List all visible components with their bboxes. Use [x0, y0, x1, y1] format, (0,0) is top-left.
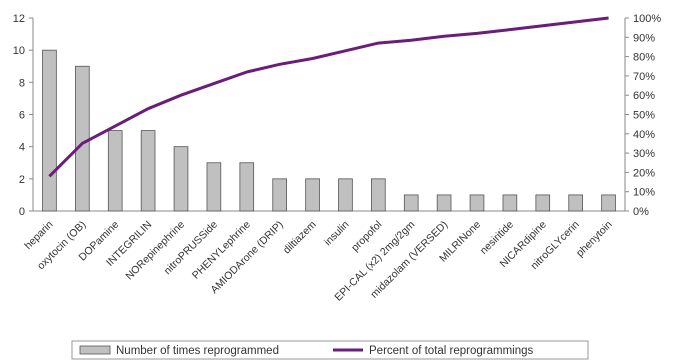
- bar-integrilin: [140, 130, 156, 212]
- category-label: NORepinephrine: [123, 219, 187, 283]
- right-tick-label: 100%: [633, 13, 661, 25]
- right-tick-label: 0%: [633, 206, 649, 218]
- left-tick-label: 8: [19, 77, 25, 89]
- left-tick-label: 12: [13, 13, 25, 25]
- bar-midazolam-versed: [436, 194, 452, 212]
- right-tick-label: 70%: [633, 71, 655, 83]
- bar-diltiazem: [305, 178, 320, 212]
- bar-nitroprusside: [206, 162, 222, 212]
- bar-heparin: [42, 49, 57, 212]
- bar-nitroglycerin: [568, 194, 583, 212]
- right-tick-label: 50%: [633, 110, 655, 122]
- left-tick-label: 0: [19, 206, 25, 218]
- category-label: insulin: [322, 219, 352, 249]
- left-tick-label: 10: [13, 45, 25, 57]
- line-series: [48, 16, 609, 178]
- category-label: phenytoin: [574, 219, 615, 260]
- left-tick-label: 6: [19, 110, 25, 122]
- right-tick-label: 20%: [633, 167, 655, 179]
- right-tick-label: 30%: [633, 148, 655, 160]
- category-label: PHENYLephrine: [190, 219, 253, 282]
- legend: Number of times reprogrammed Percent of …: [71, 340, 589, 360]
- right-tick-label: 10%: [633, 187, 655, 199]
- bar-insulin: [338, 178, 353, 212]
- bar-nicardipine: [535, 194, 551, 212]
- right-tick-label: 40%: [633, 129, 655, 141]
- left-tick-label: 2: [19, 174, 25, 186]
- legend-bar-swatch: [79, 345, 111, 355]
- left-axis: 0 2 4 6 8 10 12: [13, 13, 625, 218]
- bar-amiodarone-drip: [272, 178, 287, 212]
- legend-bar-label: Number of times reprogrammed: [116, 345, 279, 357]
- bar-propofol: [371, 178, 386, 212]
- bar-oxytocin-ob: [75, 65, 90, 212]
- bar-milrinone: [469, 194, 485, 212]
- bar-phenylephrine: [239, 162, 255, 212]
- bar-dopamine: [107, 130, 123, 212]
- left-tick-label: 4: [19, 142, 25, 154]
- right-tick-label: 90%: [633, 32, 655, 44]
- bar-phenytoin: [601, 194, 616, 212]
- cumulative-percent-line: [48, 16, 609, 178]
- bar-series: [42, 49, 616, 212]
- bar-nesiritide: [502, 194, 518, 212]
- right-tick-label: 80%: [633, 52, 655, 64]
- bar-epi-cal-x2-2mg-2gm: [403, 194, 419, 212]
- right-axis: 0% 10% 20% 30% 40% 50% 60% 70% 80% 90% 100%: [624, 13, 661, 218]
- category-label: diltiazem: [281, 218, 319, 256]
- bar-norepinephrine: [173, 146, 189, 212]
- legend-line-label: Percent of total reprogrammings: [369, 345, 534, 357]
- right-tick-label: 60%: [633, 90, 655, 102]
- legend-frame: [71, 340, 589, 360]
